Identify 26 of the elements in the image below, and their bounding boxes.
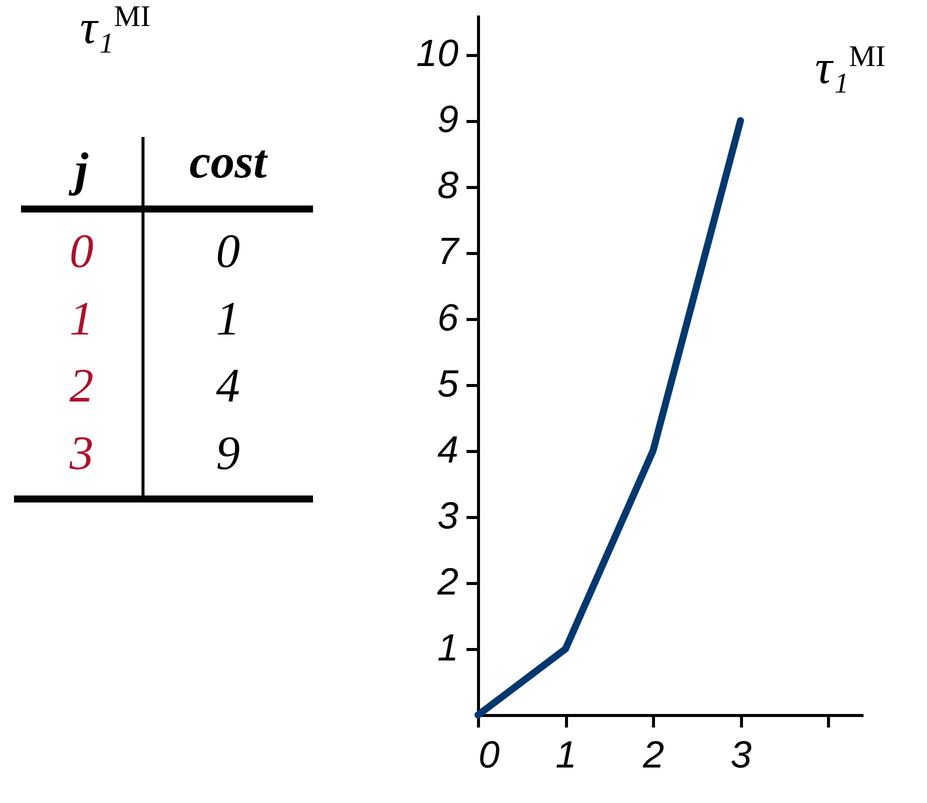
y-tick-label: 1: [437, 627, 458, 670]
y-tick-label: 5: [437, 363, 460, 406]
y-tick-label: 9: [437, 99, 458, 142]
chart-title: τ₁$^{MI}$: [80, 0, 151, 55]
y-tick-label: 2: [436, 561, 458, 604]
x-tick-label: 0: [478, 734, 500, 776]
y-axis-title: j: [68, 144, 89, 196]
x-tick-label: 2: [642, 734, 664, 776]
x-tick-label: cost: [189, 136, 268, 188]
y-tick-label: 8: [437, 165, 458, 208]
y-tick-label: 0: [70, 224, 94, 278]
y-tick-label: 4: [437, 429, 458, 472]
data-label: 1: [216, 292, 240, 346]
data-label: 0: [216, 224, 240, 278]
y-tick-label: 6: [437, 297, 460, 340]
y-tick-label: 3: [437, 495, 458, 538]
y-tick-label: 10: [416, 33, 458, 76]
series-label: τ₁$^{MI}$: [815, 40, 886, 95]
x-tick-label: 3: [730, 734, 752, 776]
y-tick-label: 2: [70, 360, 94, 413]
y-tick-label: 7: [437, 231, 460, 274]
data-label: 9: [216, 427, 240, 480]
y-tick-label: 1: [70, 292, 94, 346]
y-tick-label: 3: [68, 427, 94, 480]
data-label: 4: [216, 360, 240, 413]
x-tick-label: 1: [555, 734, 577, 776]
